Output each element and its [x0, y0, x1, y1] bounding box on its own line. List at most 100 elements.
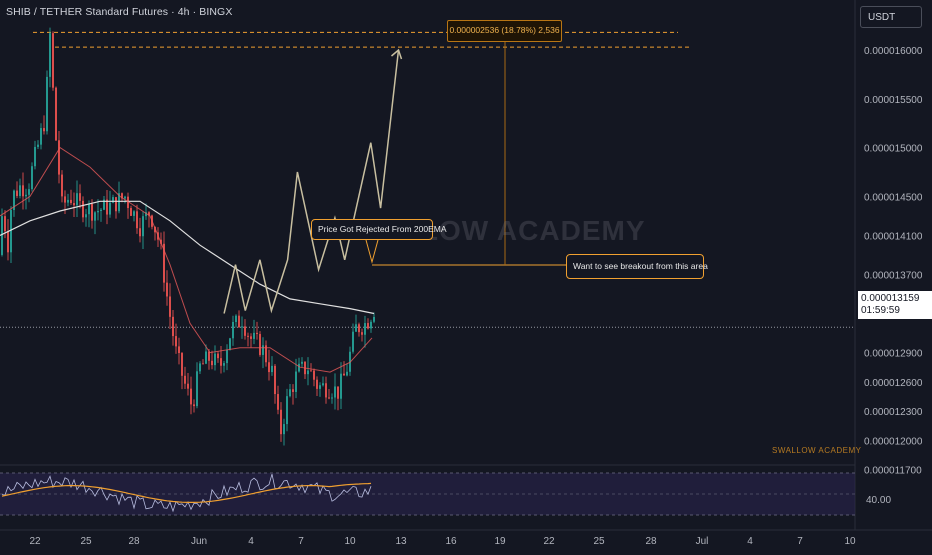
- candle-body: [58, 140, 60, 175]
- candle-body: [298, 363, 300, 372]
- candle-body: [73, 203, 75, 206]
- candle-body: [43, 128, 45, 132]
- candle-body: [211, 360, 213, 366]
- y-tick-label: 0.000016000: [864, 46, 923, 57]
- candle-body: [37, 144, 39, 147]
- candle-body: [16, 190, 18, 196]
- candle-body: [139, 228, 141, 237]
- candle-body: [259, 334, 261, 355]
- y-tick-label: 0.000014500: [864, 192, 923, 203]
- callout-breakout[interactable]: Want to see breakout from this area: [566, 254, 708, 279]
- projection-path: [223, 49, 400, 314]
- candle-body: [49, 33, 51, 77]
- candle-body: [25, 194, 27, 197]
- x-tick-label: 28: [128, 536, 140, 547]
- candle-body: [169, 296, 171, 317]
- candle-body: [133, 211, 135, 216]
- candle-body: [112, 197, 114, 203]
- candle-body: [277, 394, 279, 410]
- candle-body: [229, 338, 231, 350]
- candle-body: [88, 203, 90, 215]
- candle-body: [55, 87, 57, 141]
- candle-body: [28, 189, 30, 195]
- callout-rejected[interactable]: Price Got Rejected From 200EMA: [311, 219, 447, 240]
- candle-body: [322, 383, 324, 386]
- candle-body: [40, 128, 42, 145]
- candle-body: [271, 365, 273, 373]
- candle-body: [364, 323, 366, 335]
- candle-body: [313, 370, 315, 380]
- candle-body: [187, 383, 189, 389]
- x-tick-label: 7: [298, 536, 304, 547]
- candle-body: [124, 196, 126, 199]
- candle-body: [148, 212, 150, 216]
- x-tick-label: 4: [747, 536, 753, 547]
- candle-body: [136, 211, 138, 229]
- candle-body: [184, 375, 186, 384]
- candle-body: [4, 216, 6, 232]
- candle-body: [217, 353, 219, 359]
- x-tick-label: 4: [248, 536, 254, 547]
- y-tick-label: 0.000012300: [864, 407, 923, 418]
- candle-body: [325, 383, 327, 398]
- currency-selector[interactable]: USDT: [860, 6, 922, 28]
- candle-body: [34, 146, 36, 167]
- candle-body: [235, 315, 237, 322]
- candle-body: [250, 336, 252, 339]
- candle-body: [208, 351, 210, 361]
- candle-body: [265, 345, 267, 363]
- projection-arrow: [391, 48, 403, 60]
- candle-body: [13, 190, 15, 211]
- candle-body: [319, 385, 321, 389]
- x-tick-label: 25: [593, 536, 605, 547]
- candle-body: [244, 326, 246, 336]
- candle-body: [79, 193, 81, 201]
- candle-body: [175, 336, 177, 347]
- ema-fast-line: [0, 146, 373, 373]
- candle-body: [61, 174, 63, 197]
- candle-body: [70, 199, 72, 204]
- candle-body: [1, 216, 3, 255]
- ema-200-line: [0, 200, 375, 315]
- x-tick-label: Jun: [191, 536, 207, 547]
- candle-body: [223, 363, 225, 366]
- candle-body: [46, 76, 48, 132]
- candle-body: [118, 193, 120, 212]
- candle-body: [82, 200, 84, 218]
- candle-body: [31, 166, 33, 190]
- candle-body: [355, 324, 357, 332]
- rejection-pointer: [365, 239, 379, 264]
- candle-body: [373, 316, 375, 322]
- candle-body: [94, 212, 96, 221]
- candle-body: [241, 326, 243, 328]
- candle-body: [163, 243, 165, 283]
- rsi-tick-label: 40.00: [866, 495, 891, 506]
- x-tick-label: 13: [395, 536, 407, 547]
- x-tick-label: 22: [29, 536, 41, 547]
- candle-body: [292, 389, 294, 392]
- candle-body: [67, 199, 69, 203]
- x-tick-label: 10: [844, 536, 856, 547]
- candle-body: [340, 373, 342, 399]
- candle-body: [226, 349, 228, 364]
- x-tick-label: 25: [80, 536, 92, 547]
- candle-body: [307, 370, 309, 375]
- candle-body: [181, 353, 183, 376]
- candle-body: [256, 332, 258, 335]
- candle-body: [247, 335, 249, 337]
- candle-body: [64, 196, 66, 203]
- candle-body: [283, 424, 285, 435]
- candle-body: [76, 193, 78, 206]
- candle-body: [202, 363, 204, 365]
- candle-body: [10, 210, 12, 253]
- current-price-tag: 0.000013159 01:59:59: [858, 291, 932, 319]
- candle-body: [280, 409, 282, 435]
- y-tick-label: 0.000012900: [864, 349, 923, 360]
- candle-body: [316, 379, 318, 389]
- candle-body: [337, 386, 339, 399]
- candle-body: [310, 370, 312, 372]
- x-tick-label: 22: [543, 536, 555, 547]
- measure-label: 0.000002536 (18.78%) 2,536: [447, 20, 562, 42]
